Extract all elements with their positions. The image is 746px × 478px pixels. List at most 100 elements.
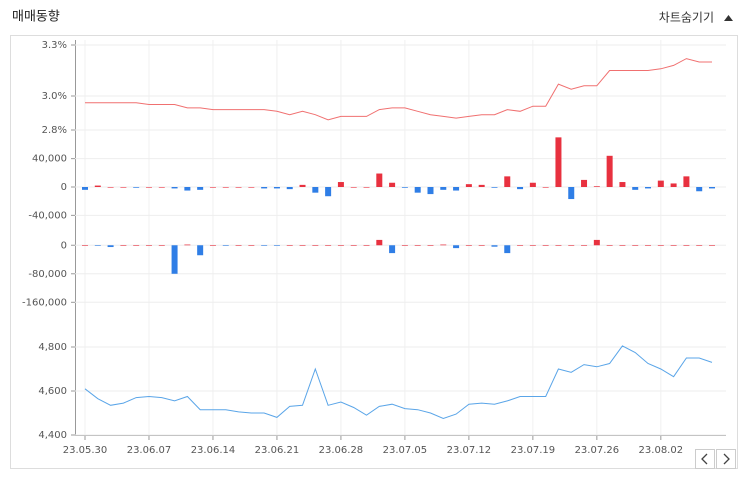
next-icon[interactable] [723, 453, 730, 465]
bar [581, 179, 588, 187]
bar [171, 187, 178, 189]
bar [453, 245, 460, 249]
y-tick-label: -160,000 [22, 297, 67, 308]
bar [414, 245, 421, 246]
bar [197, 187, 204, 190]
chart-frame [10, 35, 738, 469]
bar [376, 173, 383, 187]
bar [248, 187, 255, 188]
bar [568, 187, 575, 200]
bar [107, 245, 114, 248]
bar [120, 187, 127, 188]
y-tick-label: 3.0% [42, 91, 67, 102]
bar [133, 245, 140, 246]
bar [619, 182, 626, 187]
bar [107, 187, 114, 188]
line [85, 58, 712, 121]
bar [440, 244, 447, 246]
bar [645, 245, 652, 246]
bar [478, 245, 485, 246]
bar [491, 245, 498, 247]
bar [235, 245, 242, 246]
bar [632, 187, 639, 190]
bar [606, 245, 613, 246]
bar [145, 245, 152, 246]
toggle-icon[interactable] [724, 15, 733, 21]
bar [709, 187, 715, 189]
bar [670, 245, 677, 246]
bar [158, 245, 165, 246]
bar [389, 182, 396, 187]
bar [120, 245, 127, 246]
hide-chart-toggle[interactable]: 차트숨기기 [659, 11, 714, 25]
bar [504, 176, 511, 187]
bar [82, 187, 88, 190]
bar [325, 187, 332, 197]
y-tick-label: 2.8% [42, 125, 67, 136]
bar [312, 187, 319, 193]
bar [273, 187, 280, 189]
bar [465, 245, 472, 246]
bar [683, 176, 690, 187]
bar [401, 245, 408, 246]
bar [670, 183, 677, 187]
bar [299, 245, 306, 246]
bar [504, 245, 511, 254]
bar [184, 187, 191, 191]
x-tick-label: 23.07.26 [575, 445, 620, 456]
y-tick-label: 4,800 [38, 342, 67, 353]
bar [401, 187, 408, 188]
next-button[interactable] [716, 449, 736, 469]
bar [363, 187, 370, 188]
bar [273, 245, 280, 246]
bar [82, 245, 88, 246]
bar [158, 187, 165, 188]
bar [427, 245, 434, 246]
bar [376, 239, 383, 246]
prev-button[interactable] [695, 449, 715, 469]
prev-icon[interactable] [701, 453, 708, 465]
bar [517, 245, 524, 246]
bar [222, 187, 229, 188]
bar [325, 245, 332, 246]
bar [555, 137, 562, 187]
bar [337, 182, 344, 187]
bar [491, 187, 498, 188]
bar [517, 187, 524, 190]
bar [555, 245, 562, 246]
y-tick-label: 4,600 [38, 386, 67, 397]
x-tick-label: 23.06.07 [127, 445, 172, 456]
bar [235, 187, 242, 188]
x-tick-label: 23.06.28 [319, 445, 364, 456]
y-tick-label: 4,400 [38, 430, 67, 441]
x-tick-label: 23.07.19 [511, 445, 556, 456]
bar [248, 245, 255, 246]
bar [593, 186, 600, 187]
bar [209, 245, 216, 246]
y-tick-label: 3.3% [42, 40, 67, 51]
section-title: 매매동향 [12, 10, 60, 25]
y-tick-label: 0 [61, 182, 67, 193]
y-tick-label: -80,000 [28, 269, 67, 280]
bar [529, 245, 536, 246]
bar [427, 187, 434, 195]
bar [286, 187, 293, 190]
bar [94, 245, 101, 246]
bar [222, 245, 229, 246]
bar [133, 187, 140, 188]
bar [696, 187, 703, 192]
bar [414, 187, 421, 193]
x-tick-label: 23.05.30 [63, 445, 108, 456]
bar [465, 184, 472, 187]
x-tick-label: 23.06.21 [255, 445, 300, 456]
bar [709, 245, 715, 246]
bar [94, 185, 101, 187]
bar [350, 187, 357, 188]
x-tick-label: 23.07.05 [383, 445, 428, 456]
bar [657, 245, 664, 246]
bar [197, 245, 204, 256]
y-tick-label: -40,000 [28, 210, 67, 221]
bar [261, 245, 268, 246]
bar [581, 245, 588, 246]
